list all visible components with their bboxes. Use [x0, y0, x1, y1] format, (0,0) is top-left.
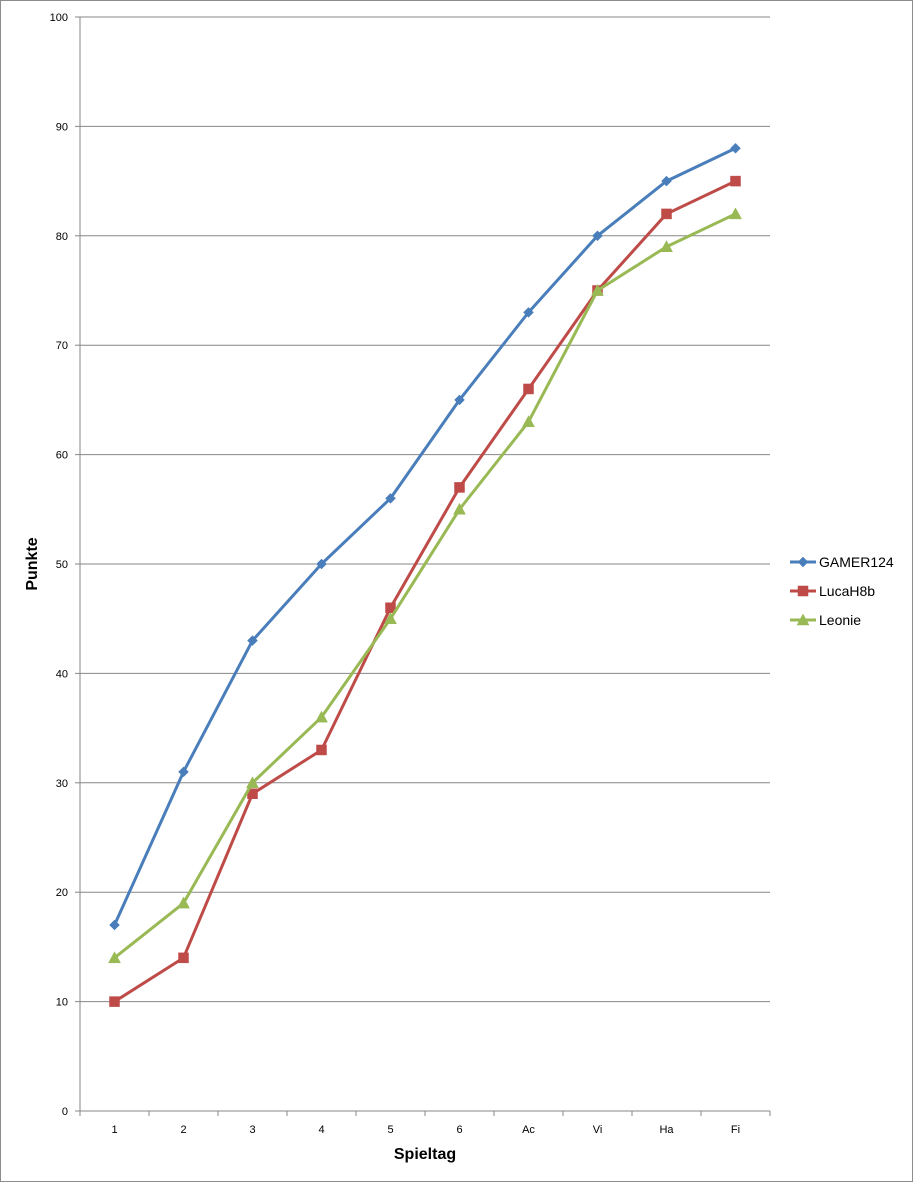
legend-item: GAMER124: [790, 554, 894, 570]
data-point: [316, 744, 327, 756]
y-tick-label: 20: [56, 887, 68, 899]
x-tick-label: 3: [249, 1124, 255, 1136]
y-tick-label: 0: [62, 1106, 68, 1118]
series-line: [113, 179, 737, 1004]
x-tick-label: Vi: [593, 1124, 603, 1136]
x-tick-label: Fi: [731, 1124, 740, 1136]
legend-item: LucaH8b: [790, 583, 875, 599]
x-tick-label: 6: [456, 1124, 462, 1136]
x-tick-label: 2: [180, 1124, 186, 1136]
y-tick-label: 90: [56, 121, 68, 133]
legend-marker: [797, 556, 809, 568]
data-point: [523, 307, 534, 318]
data-point: [660, 240, 673, 252]
data-point: [454, 394, 465, 406]
data-point: [178, 952, 189, 964]
series-lines: [108, 142, 742, 1007]
axes: 0 10 20 30 40 50 60 70 80 90 100 1 2 3 4 5 6 Ac Vi Ha Fi: [50, 12, 771, 1136]
data-point: [109, 996, 120, 1007]
legend-label: Leonie: [819, 612, 861, 628]
data-point: [109, 919, 120, 931]
x-axis-title: Spieltag: [394, 1146, 456, 1163]
data-point: [316, 558, 327, 570]
data-point: [730, 142, 741, 154]
legend-item: Leonie: [790, 612, 861, 628]
y-tick-label: 70: [56, 340, 68, 352]
legend-marker: [797, 585, 809, 597]
y-tick-label: 100: [50, 12, 68, 24]
data-point: [178, 766, 189, 778]
data-point: [247, 635, 258, 646]
series-line: [113, 212, 737, 960]
y-tick-label: 10: [56, 997, 68, 1009]
gridlines: [80, 16, 770, 1003]
legend-label: LucaH8b: [819, 583, 875, 599]
data-point: [453, 502, 466, 515]
data-point: [177, 896, 190, 909]
y-tick-label: 30: [56, 778, 68, 790]
data-point: [661, 208, 672, 220]
legend-marker: [796, 613, 810, 626]
y-tick-label: 80: [56, 231, 68, 243]
data-point: [385, 493, 396, 504]
data-point: [384, 612, 397, 624]
x-tick-label: 4: [318, 1124, 324, 1136]
data-point: [454, 482, 465, 493]
data-point: [592, 230, 603, 242]
data-point: [729, 207, 742, 220]
data-point: [661, 175, 672, 187]
series-GAMER124: [109, 142, 741, 931]
y-tick-label: 50: [56, 559, 68, 571]
series-LucaH8b: [109, 175, 741, 1007]
data-point: [730, 175, 741, 187]
y-axis-title: Punkte: [24, 537, 41, 590]
x-tick-label: 5: [387, 1124, 393, 1136]
legend: GAMER124 LucaH8b Leonie: [790, 554, 894, 628]
y-tick-label: 40: [56, 668, 68, 680]
data-point: [522, 415, 535, 428]
x-tick-label: Ha: [659, 1124, 674, 1136]
x-tick-label: Ac: [522, 1124, 535, 1136]
data-point: [591, 283, 604, 296]
data-point: [246, 776, 259, 789]
series-Leonie: [108, 207, 742, 964]
x-tick-label: 1: [111, 1124, 117, 1136]
data-point: [315, 710, 328, 723]
data-point: [523, 383, 534, 395]
legend-label: GAMER124: [819, 554, 894, 570]
data-point: [108, 951, 121, 964]
series-line: [113, 146, 737, 927]
y-tick-label: 60: [56, 450, 68, 462]
